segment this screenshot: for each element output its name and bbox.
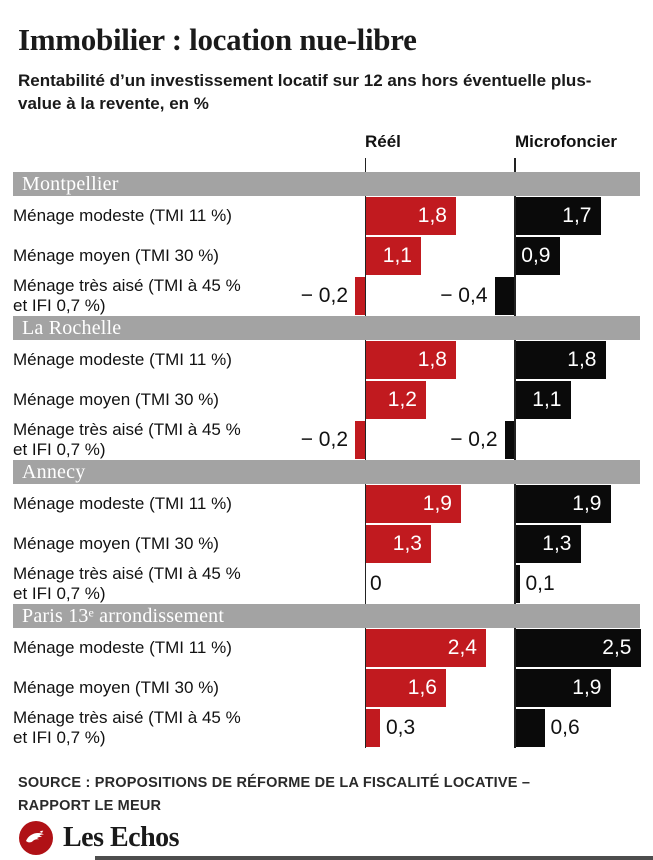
reel-bar [355, 421, 365, 459]
reel-value-label: 1,8 [417, 204, 447, 227]
reel-value-label: 0,3 [386, 716, 416, 739]
micro-value-label: 1,7 [562, 204, 592, 227]
micro-value-label: 1,1 [532, 388, 562, 411]
micro-bar [514, 669, 611, 707]
source-note: SOURCE : PROPOSITIONS DE RÉFORME DE LA F… [18, 772, 618, 818]
chart-section: La Rochelle Ménage modeste (TMI 11 %) 1,8 1… [0, 316, 653, 460]
row-label: Ménage moyen (TMI 30 %) [13, 390, 219, 410]
micro-bar [514, 197, 601, 235]
reel-value-label: 1,9 [422, 492, 452, 515]
micro-bar [514, 565, 520, 603]
micro-value-label: − 0,4 [440, 284, 488, 307]
micro-bar [504, 421, 515, 459]
section-city-label: La Rochelle [22, 316, 122, 339]
section-header-band: La Rochelle [13, 316, 640, 340]
source-line-1: SOURCE : PROPOSITIONS DE RÉFORME DE LA F… [18, 775, 531, 791]
bar-chart: Montpellier Ménage modeste (TMI 11 %) 1,8 1… [0, 158, 653, 754]
micro-value-label: 2,5 [602, 636, 632, 659]
micro-value-label: 0,1 [525, 572, 555, 595]
row-label: Ménage très aisé (TMI à 45 % et IFI 0,7 … [13, 420, 241, 459]
row-label: Ménage modeste (TMI 11 %) [13, 494, 232, 514]
micro-value-label: 1,9 [572, 676, 602, 699]
micro-bar [494, 277, 515, 315]
brand-name: Les Echos [63, 822, 180, 853]
section-city-label: Paris 13ᵉ arrondissement [22, 604, 225, 627]
row-label: Ménage très aisé (TMI à 45 % et IFI 0,7 … [13, 708, 241, 747]
micro-bar [514, 709, 545, 747]
chart-row: Ménage très aisé (TMI à 45 % et IFI 0,7 … [0, 564, 653, 604]
reel-value-label: 1,6 [407, 676, 437, 699]
reel-bar [365, 629, 486, 667]
les-echos-bird-icon [19, 821, 53, 855]
chart-row: Ménage modeste (TMI 11 %) 1,8 1,8 [0, 340, 653, 380]
reel-bar [365, 485, 461, 523]
bottom-crop-strip [95, 856, 653, 860]
chart-row: Ménage moyen (TMI 30 %) 1,6 1,9 [0, 668, 653, 708]
chart-section: Paris 13ᵉ arrondissement Ménage modeste (… [0, 604, 653, 748]
section-city-label: Annecy [22, 460, 86, 483]
column-header-reel: Réél [365, 132, 401, 151]
reel-bar [365, 525, 431, 563]
reel-bar [365, 381, 426, 419]
micro-bar [514, 525, 581, 563]
reel-bar [365, 237, 421, 275]
reel-bar [365, 341, 456, 379]
chart-row: Ménage moyen (TMI 30 %) 1,3 1,3 [0, 524, 653, 564]
micro-value-label: 1,9 [572, 492, 602, 515]
micro-bar [514, 381, 571, 419]
reel-axis-line [364, 158, 366, 748]
micro-bar [514, 629, 641, 667]
chart-row: Ménage modeste (TMI 11 %) 1,8 1,7 [0, 196, 653, 236]
section-header-band: Paris 13ᵉ arrondissement [13, 604, 640, 628]
page-subtitle: Rentabilité d’un investissement locatif … [18, 71, 592, 113]
les-echos-logo: Les Echos [18, 820, 180, 856]
reel-value-label: 2,4 [447, 636, 477, 659]
reel-value-label: 1,1 [382, 244, 412, 267]
reel-value-label: 1,3 [392, 532, 422, 555]
micro-bar [514, 237, 560, 275]
section-header-band: Annecy [13, 460, 640, 484]
reel-bar [365, 669, 446, 707]
section-city-label: Montpellier [22, 172, 119, 195]
row-label: Ménage modeste (TMI 11 %) [13, 638, 232, 658]
chart-row: Ménage modeste (TMI 11 %) 1,9 1,9 [0, 484, 653, 524]
row-label: Ménage très aisé (TMI à 45 % et IFI 0,7 … [13, 564, 241, 603]
section-header-band: Montpellier [13, 172, 640, 196]
chart-sections: Montpellier Ménage modeste (TMI 11 %) 1,8 1… [0, 172, 653, 748]
reel-bar [355, 277, 365, 315]
micro-bar [514, 485, 611, 523]
column-header-microfoncier: Microfoncier [515, 132, 618, 151]
micro-value-label: 0,9 [521, 244, 551, 267]
row-label: Ménage modeste (TMI 11 %) [13, 206, 232, 226]
micro-value-label: − 0,2 [450, 428, 498, 451]
reel-value-label: 0 [370, 572, 382, 595]
chart-row: Ménage très aisé (TMI à 45 % et IFI 0,7 … [0, 708, 653, 748]
reel-value-label: 1,2 [387, 388, 417, 411]
chart-row: Ménage très aisé (TMI à 45 % et IFI 0,7 … [0, 276, 653, 316]
micro-value-label: 1,8 [567, 348, 597, 371]
chart-row: Ménage moyen (TMI 30 %) 1,1 0,9 [0, 236, 653, 276]
micro-value-label: 0,6 [550, 716, 580, 739]
reel-bar [365, 709, 380, 747]
micro-bar [514, 341, 606, 379]
row-label: Ménage moyen (TMI 30 %) [13, 678, 219, 698]
page-title: Immobilier : location nue-libre [18, 22, 417, 57]
reel-value-label: − 0,2 [300, 428, 348, 451]
chart-section: Annecy Ménage modeste (TMI 11 %) 1,9 1,9 Mén… [0, 460, 653, 604]
microfoncier-axis-line [514, 158, 516, 748]
row-label: Ménage très aisé (TMI à 45 % et IFI 0,7 … [13, 276, 241, 315]
reel-bar [365, 197, 456, 235]
row-label: Ménage modeste (TMI 11 %) [13, 350, 232, 370]
chart-row: Ménage très aisé (TMI à 45 % et IFI 0,7 … [0, 420, 653, 460]
row-label: Ménage moyen (TMI 30 %) [13, 246, 219, 266]
source-line-2: RAPPORT LE MEUR [18, 798, 162, 815]
row-label: Ménage moyen (TMI 30 %) [13, 534, 219, 554]
chart-row: Ménage moyen (TMI 30 %) 1,2 1,1 [0, 380, 653, 420]
reel-value-label: 1,8 [417, 348, 447, 371]
reel-value-label: − 0,2 [300, 284, 348, 307]
micro-value-label: 1,3 [542, 532, 572, 555]
chart-row: Ménage modeste (TMI 11 %) 2,4 2,5 [0, 628, 653, 668]
chart-section: Montpellier Ménage modeste (TMI 11 %) 1,8 1… [0, 172, 653, 316]
